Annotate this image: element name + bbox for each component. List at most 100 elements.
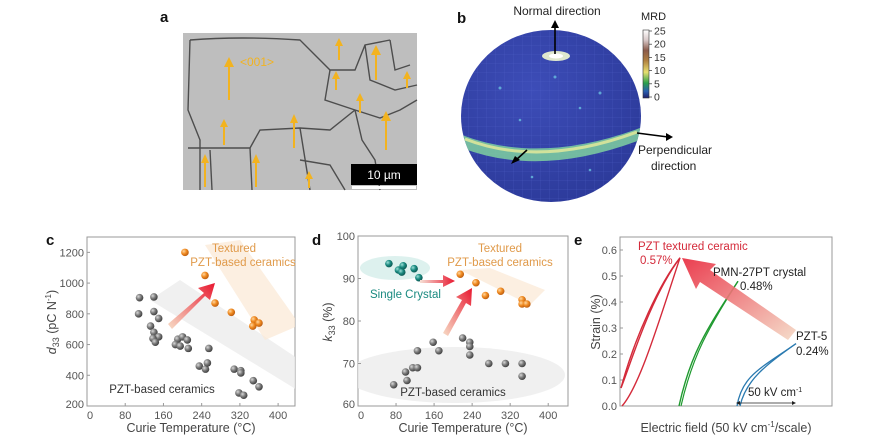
plot-frame-e — [619, 236, 833, 407]
annotation-pzt-d: PZT-based ceramics — [400, 387, 506, 399]
point-pzt-based-ceramics — [184, 344, 193, 353]
point-pzt-based-ceramics — [151, 338, 160, 347]
colorbar-tick-label: 5 — [654, 78, 660, 90]
orientation-arrow-icon — [220, 119, 228, 145]
point-pzt-based-ceramics — [389, 380, 398, 389]
point-pzt-based-ceramics — [154, 314, 163, 323]
scale-indicator-label: 50 kV cm-1 — [748, 387, 802, 399]
point-pzt-based-ceramics — [150, 328, 158, 337]
y-tick-label: 90 — [343, 274, 355, 286]
curve-pzt-textured-return — [620, 257, 681, 389]
point-pzt-based-ceramics — [205, 344, 213, 353]
panel-e: e 0.0 0.1 0.2 0.3 0.4 0.5 0.6 PZT textured cer… — [574, 232, 833, 435]
curve-pzt5-return — [739, 343, 797, 407]
label-pzt-textured: PZT textured ceramic — [638, 241, 748, 253]
y-tick-label: 1200 — [60, 247, 84, 259]
colorbar-title: MRD — [641, 11, 666, 23]
label-pmn-27pt: PMN-27PT crystal — [713, 267, 806, 279]
point-pzt-based-ceramics — [435, 346, 443, 355]
point-pzt-based-ceramics — [484, 359, 493, 368]
point-pzt-based-ceramics — [465, 351, 474, 359]
x-tick-label: 240 — [463, 410, 481, 422]
point-pzt-based-ceramics — [203, 359, 212, 367]
point-pzt-based-ceramics — [413, 363, 422, 372]
y-tick-label: 70 — [343, 359, 355, 371]
annotation-pzt-c: PZT-based ceramics — [109, 384, 215, 396]
annotation-textured-1-d: Textured — [478, 243, 522, 255]
trend-arrow-vertical-d — [443, 288, 472, 336]
panel-b: b Normal direction — [457, 4, 712, 202]
y-tick-label: 0.6 — [602, 245, 617, 257]
point-textured-pzt-based-ceramics — [201, 271, 209, 280]
pole-figure-sphere — [461, 30, 641, 202]
y-tick-label: 80 — [343, 316, 355, 328]
panel-a: a — [160, 9, 418, 191]
x-axis-label-e: Electric field (50 kV cm-1/scale) — [640, 420, 811, 435]
x-axis-label-d: Curie Temperature (°C) — [398, 421, 527, 435]
point-pzt-based-ceramics — [230, 365, 238, 373]
point-pzt-based-ceramics — [201, 365, 210, 373]
point-textured-pzt-based-ceramics — [227, 308, 236, 317]
region-single-crystal-d — [360, 256, 430, 280]
panel-letter-b: b — [457, 10, 466, 27]
y-axis-label-d: k33 (%) — [321, 302, 337, 341]
point-textured-pzt-based-ceramics — [523, 300, 531, 308]
point-single-crystal — [385, 259, 393, 268]
point-pzt-based-ceramics — [237, 369, 245, 377]
orientation-arrow-icon — [252, 154, 260, 187]
y-tick-label: 60 — [343, 399, 355, 411]
scale-bar-label: 10 µm — [367, 168, 401, 182]
point-textured-pzt-based-ceramics — [211, 299, 219, 307]
y-tick-label: 200 — [66, 399, 84, 411]
point-pzt-based-ceramics — [150, 307, 158, 316]
orientation-arrow-icon — [403, 71, 411, 88]
x-tick-label: 320 — [231, 410, 249, 422]
y-tick-label: 1000 — [60, 278, 84, 290]
x-axis-label-c: Curie Temperature (°C) — [126, 421, 255, 435]
panel-letter-e: e — [574, 232, 582, 249]
orientation-arrow-icon — [356, 93, 364, 113]
scale-indicator-e: 50 kV cm-1 — [736, 387, 802, 405]
y-tick-label: 0.2 — [602, 349, 617, 361]
orientation-arrow-icon — [201, 154, 209, 187]
y-axis-label-c: d33 (pC N-1) — [44, 290, 61, 354]
normal-direction-arrow-icon — [551, 20, 559, 54]
perpendicular-label-line2: direction — [651, 159, 696, 173]
label-pzt5-peak: 0.24% — [796, 346, 829, 358]
point-pzt-based-ceramics — [150, 293, 158, 301]
point-single-crystal — [415, 273, 423, 282]
colorbar-tick-label: 25 — [654, 26, 666, 38]
region-pzt-d — [358, 347, 565, 403]
point-pzt-based-ceramics — [135, 293, 144, 302]
point-textured-pzt-based-ceramics — [496, 287, 505, 296]
point-textured-pzt-based-ceramics — [181, 248, 189, 257]
point-pzt-based-ceramics — [176, 342, 184, 350]
point-single-crystal — [410, 264, 418, 273]
y-tick-label: 600 — [66, 340, 84, 352]
point-pzt-based-ceramics — [146, 322, 155, 330]
annotation-textured-2-d: PZT-based ceramics — [447, 257, 553, 269]
x-tick-label: 240 — [192, 410, 210, 422]
point-pzt-based-ceramics — [183, 336, 192, 344]
region-textured-d — [460, 268, 545, 305]
orientation-arrow-icon — [381, 111, 391, 150]
in-plane-arrow-icon — [511, 149, 528, 164]
point-pzt-based-ceramics — [249, 376, 258, 385]
y-tick-label: 0.1 — [602, 375, 617, 387]
x-tick-label: 0 — [87, 410, 93, 422]
orientation-arrow-icon — [305, 171, 313, 188]
y-tick-label: 0.3 — [602, 323, 617, 335]
trend-arrow-horizontal-d — [420, 275, 455, 287]
point-pzt-based-ceramics — [401, 368, 410, 376]
point-pzt-based-ceramics — [413, 346, 422, 355]
panel-letter-a: a — [160, 9, 169, 26]
point-single-crystal — [397, 268, 406, 276]
x-tick-label: 320 — [501, 410, 519, 422]
region-pzt-c — [150, 280, 295, 389]
point-textured-pzt-based-ceramics — [481, 291, 490, 300]
colorbar-tick-label: 10 — [654, 65, 666, 77]
x-tick-label: 80 — [390, 410, 402, 422]
annotation-single-crystal-d: Single Crystal — [370, 289, 441, 301]
x-tick-label: 400 — [269, 410, 287, 422]
y-tick-label: 400 — [66, 370, 84, 382]
